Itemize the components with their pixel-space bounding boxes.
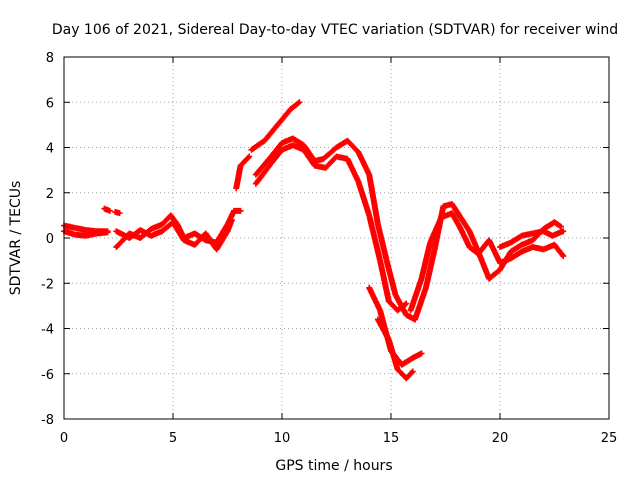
series-markers	[486, 238, 503, 265]
series-markers	[487, 267, 502, 281]
y-tick-label: -4	[41, 323, 54, 338]
series-markers	[427, 216, 444, 245]
series-markers	[412, 286, 429, 321]
data-points	[61, 99, 567, 382]
data-point	[403, 300, 410, 307]
data-point	[296, 99, 303, 106]
y-tick-labels: -8 -6 -4 -2 0 2 4 6 8	[41, 51, 54, 428]
series-markers	[458, 227, 472, 249]
y-axis-label: SDTVAR / TECUs	[8, 181, 24, 296]
series-track-13	[411, 201, 565, 323]
series-markers	[366, 213, 383, 263]
x-tick-label: 15	[383, 431, 400, 446]
x-tick-label: 25	[601, 431, 618, 446]
x-axis-label: GPS time / hours	[275, 458, 392, 474]
y-tick-label: 4	[46, 142, 54, 157]
chart-title: Day 106 of 2021, Sidereal Day-to-day VTE…	[52, 22, 618, 38]
y-tick-label: 6	[46, 96, 54, 111]
series-markers	[262, 123, 280, 143]
series-markers	[458, 215, 472, 233]
series-track-9	[252, 135, 418, 323]
data-point	[104, 229, 111, 236]
series-markers	[356, 150, 372, 177]
series-markers	[249, 138, 267, 152]
y-tick-label: -8	[41, 413, 54, 428]
series-markers	[253, 154, 274, 177]
series-markers	[395, 301, 408, 313]
y-tick-label: -6	[41, 368, 54, 383]
x-tick-label: 5	[169, 431, 177, 446]
series-track-15	[497, 228, 567, 251]
data-point	[116, 210, 123, 217]
series-markers	[366, 173, 381, 226]
series-markers	[476, 238, 492, 256]
series-markers	[102, 206, 112, 214]
y-tick-label: 0	[46, 232, 54, 247]
series-markers	[289, 100, 302, 112]
series-markers	[203, 231, 219, 252]
series-track-8	[248, 99, 303, 153]
series-markers	[366, 286, 383, 312]
data-point	[418, 350, 425, 357]
series-markers	[345, 157, 361, 183]
axis-ticks	[63, 56, 610, 420]
series-markers	[423, 247, 438, 290]
data-point	[558, 223, 565, 230]
series-track-14	[407, 210, 567, 314]
series-markers	[449, 202, 463, 220]
series-markers	[384, 259, 398, 296]
data-point	[560, 228, 567, 235]
series-markers	[552, 243, 566, 258]
y-tick-label: 8	[46, 51, 54, 66]
series-markers	[345, 138, 361, 154]
series-markers	[418, 241, 433, 281]
series-markers	[449, 211, 463, 231]
series-markers	[375, 317, 392, 342]
y-tick-label: -2	[41, 277, 54, 292]
series-markers	[214, 222, 230, 245]
data-point	[106, 207, 113, 214]
data-point	[560, 253, 567, 260]
series-markers	[269, 148, 284, 166]
series-markers	[238, 154, 252, 168]
x-tick-label: 10	[274, 431, 291, 446]
series-markers	[355, 179, 372, 217]
data-point	[409, 368, 416, 375]
x-tick-label: 20	[492, 431, 509, 446]
series-markers	[269, 141, 284, 159]
data-point	[246, 153, 253, 160]
series-markers	[253, 161, 274, 186]
x-tick-labels: 0 5 10 15 20 25	[60, 431, 617, 446]
series-markers	[408, 277, 424, 312]
series-track-4	[112, 208, 123, 217]
series-markers	[552, 220, 563, 229]
series-markers	[375, 222, 390, 263]
y-tick-label: 2	[46, 187, 54, 202]
series-markers	[386, 338, 401, 371]
x-tick-label: 0	[60, 431, 68, 446]
series-track-12	[374, 316, 416, 382]
data-point	[237, 207, 244, 214]
series-track-6	[113, 216, 235, 253]
series-markers	[404, 369, 415, 381]
series-markers	[214, 229, 230, 251]
series-track-3	[101, 205, 113, 214]
series-markers	[233, 164, 244, 190]
series-track-7	[233, 153, 253, 192]
series-markers	[301, 148, 317, 168]
data-point	[228, 216, 235, 223]
grid	[64, 57, 609, 419]
series-markers	[275, 107, 293, 127]
series-markers	[467, 229, 481, 254]
series-markers	[377, 259, 392, 303]
series-markers	[170, 220, 187, 242]
series-track-10	[252, 142, 410, 314]
series-markers	[321, 145, 339, 161]
